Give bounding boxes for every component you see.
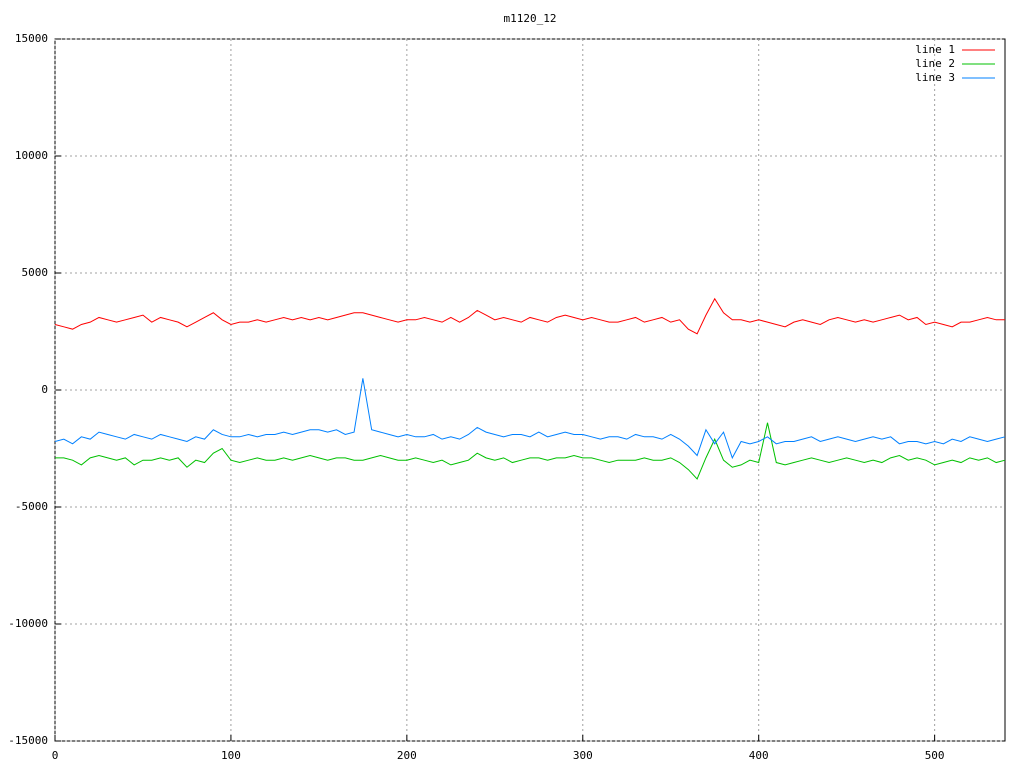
x-tick-label: 0 bbox=[52, 749, 59, 762]
y-tick-label: 5000 bbox=[22, 266, 49, 279]
y-tick-label: 0 bbox=[41, 383, 48, 396]
data-line bbox=[54, 297, 1005, 335]
y-tick-label: 10000 bbox=[15, 149, 48, 162]
x-tick-label: 200 bbox=[397, 749, 417, 762]
y-tick-label: 15000 bbox=[15, 32, 48, 45]
legend-label: line 2 bbox=[915, 57, 955, 70]
x-tick-label: 100 bbox=[221, 749, 241, 762]
data-line bbox=[55, 422, 1006, 480]
chart-title: m1120_12 bbox=[504, 12, 557, 25]
data-line bbox=[54, 378, 1006, 460]
x-tick-label: 400 bbox=[749, 749, 769, 762]
y-tick-label: -5000 bbox=[15, 500, 48, 513]
x-tick-label: 300 bbox=[573, 749, 593, 762]
y-tick-label: -15000 bbox=[8, 734, 48, 747]
legend-label: line 3 bbox=[915, 71, 955, 84]
y-tick-label: -10000 bbox=[8, 617, 48, 630]
x-tick-label: 500 bbox=[925, 749, 945, 762]
legend-label: line 1 bbox=[915, 43, 955, 56]
